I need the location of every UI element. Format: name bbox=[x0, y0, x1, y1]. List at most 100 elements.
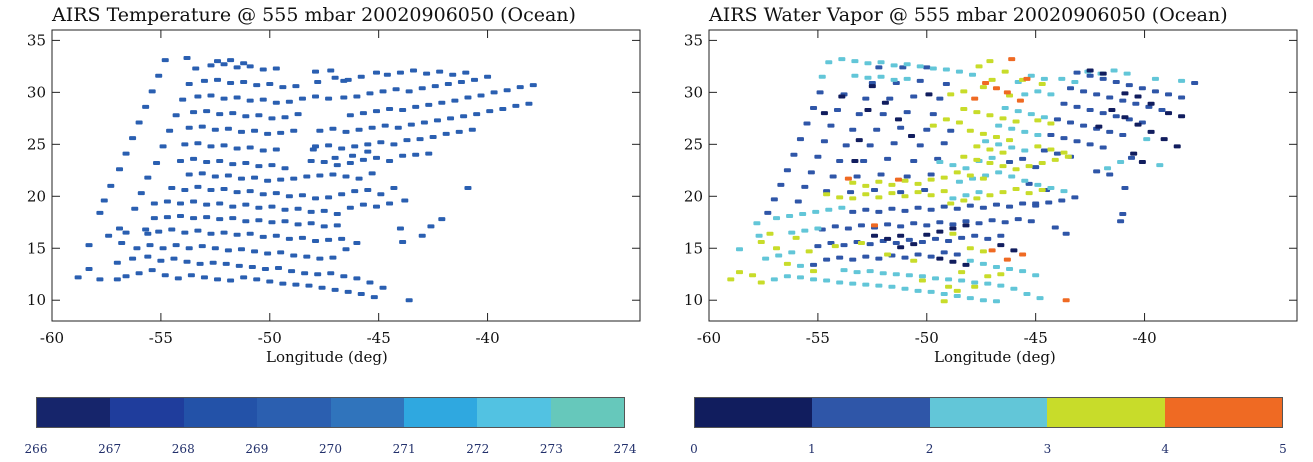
data-point bbox=[962, 219, 970, 224]
data-point bbox=[807, 170, 815, 175]
data-point bbox=[298, 235, 306, 240]
data-point bbox=[1151, 89, 1159, 94]
data-point bbox=[235, 263, 243, 268]
data-point bbox=[229, 216, 237, 221]
data-point bbox=[840, 243, 848, 248]
data-point bbox=[1095, 124, 1103, 129]
data-point bbox=[144, 254, 152, 259]
data-point bbox=[366, 280, 374, 285]
colorbar-tick-label: 272 bbox=[466, 442, 490, 456]
data-point bbox=[903, 62, 911, 67]
data-point bbox=[945, 238, 953, 243]
data-point bbox=[331, 155, 339, 160]
data-point bbox=[1025, 181, 1033, 186]
data-point bbox=[875, 256, 883, 261]
data-point bbox=[246, 231, 254, 236]
data-point bbox=[851, 59, 859, 64]
data-point bbox=[346, 205, 354, 210]
data-point bbox=[1071, 79, 1079, 84]
data-point bbox=[1027, 112, 1035, 117]
data-point bbox=[401, 198, 409, 203]
data-point bbox=[499, 106, 507, 111]
data-point bbox=[259, 234, 267, 239]
data-point bbox=[294, 222, 302, 227]
data-point bbox=[979, 176, 987, 181]
data-point bbox=[113, 277, 121, 282]
data-point bbox=[473, 112, 481, 117]
data-point bbox=[899, 65, 907, 70]
data-point bbox=[383, 72, 391, 77]
data-point bbox=[233, 232, 241, 237]
data-point bbox=[879, 271, 887, 276]
data-point bbox=[281, 219, 289, 224]
data-point bbox=[982, 81, 990, 86]
data-point bbox=[857, 223, 865, 228]
data-point bbox=[447, 116, 455, 121]
data-point bbox=[364, 188, 372, 193]
data-point bbox=[386, 201, 394, 206]
data-point bbox=[100, 198, 108, 203]
data-point bbox=[999, 190, 1007, 195]
data-point bbox=[901, 255, 909, 260]
data-point bbox=[1006, 267, 1014, 272]
data-point bbox=[220, 230, 228, 235]
colorbar-tick-label: 1 bbox=[807, 442, 816, 456]
data-point bbox=[1165, 111, 1173, 116]
data-point bbox=[248, 264, 256, 269]
data-point bbox=[381, 123, 389, 128]
data-point bbox=[949, 226, 957, 231]
data-point bbox=[259, 192, 267, 197]
data-point bbox=[953, 294, 961, 299]
data-point bbox=[242, 202, 250, 207]
y-tick-label: 15 bbox=[27, 239, 46, 257]
data-point bbox=[1038, 161, 1046, 166]
data-point bbox=[316, 173, 324, 178]
data-point bbox=[1134, 122, 1142, 127]
data-point bbox=[955, 69, 963, 74]
y-tick-label: 15 bbox=[684, 239, 703, 257]
data-point bbox=[277, 177, 285, 182]
data-point bbox=[1008, 126, 1016, 131]
data-point bbox=[329, 255, 337, 260]
data-point bbox=[921, 188, 929, 193]
data-point bbox=[1145, 104, 1153, 109]
data-point bbox=[749, 273, 757, 278]
data-point bbox=[836, 195, 844, 200]
data-point bbox=[810, 262, 818, 267]
data-point bbox=[290, 176, 298, 181]
data-point bbox=[890, 77, 898, 82]
data-point bbox=[982, 173, 990, 178]
data-point bbox=[836, 280, 844, 285]
data-point bbox=[279, 281, 287, 286]
colorbar-segment bbox=[110, 398, 184, 427]
plot-frame bbox=[51, 29, 641, 322]
data-point bbox=[194, 228, 202, 233]
data-point bbox=[227, 81, 235, 86]
data-point bbox=[770, 277, 778, 282]
data-point bbox=[1060, 136, 1068, 141]
data-point bbox=[1023, 76, 1031, 81]
data-point bbox=[198, 171, 206, 176]
data-point bbox=[814, 154, 822, 159]
data-point bbox=[884, 156, 892, 161]
data-point bbox=[181, 188, 189, 193]
data-point bbox=[1021, 92, 1029, 97]
data-point bbox=[871, 223, 879, 228]
data-point bbox=[96, 277, 104, 282]
data-point bbox=[372, 109, 380, 114]
data-point bbox=[764, 210, 772, 215]
data-point bbox=[251, 175, 259, 180]
data-point bbox=[246, 145, 254, 150]
data-point bbox=[148, 268, 156, 273]
data-point bbox=[1016, 98, 1024, 103]
data-point bbox=[975, 221, 983, 226]
colorbar-segment bbox=[37, 398, 111, 427]
data-point bbox=[849, 281, 857, 286]
data-point bbox=[979, 261, 987, 266]
data-point bbox=[292, 282, 300, 287]
data-point bbox=[242, 219, 250, 224]
data-point bbox=[997, 243, 1005, 248]
data-point bbox=[342, 247, 350, 252]
data-point bbox=[1019, 252, 1027, 257]
data-point bbox=[216, 112, 224, 117]
